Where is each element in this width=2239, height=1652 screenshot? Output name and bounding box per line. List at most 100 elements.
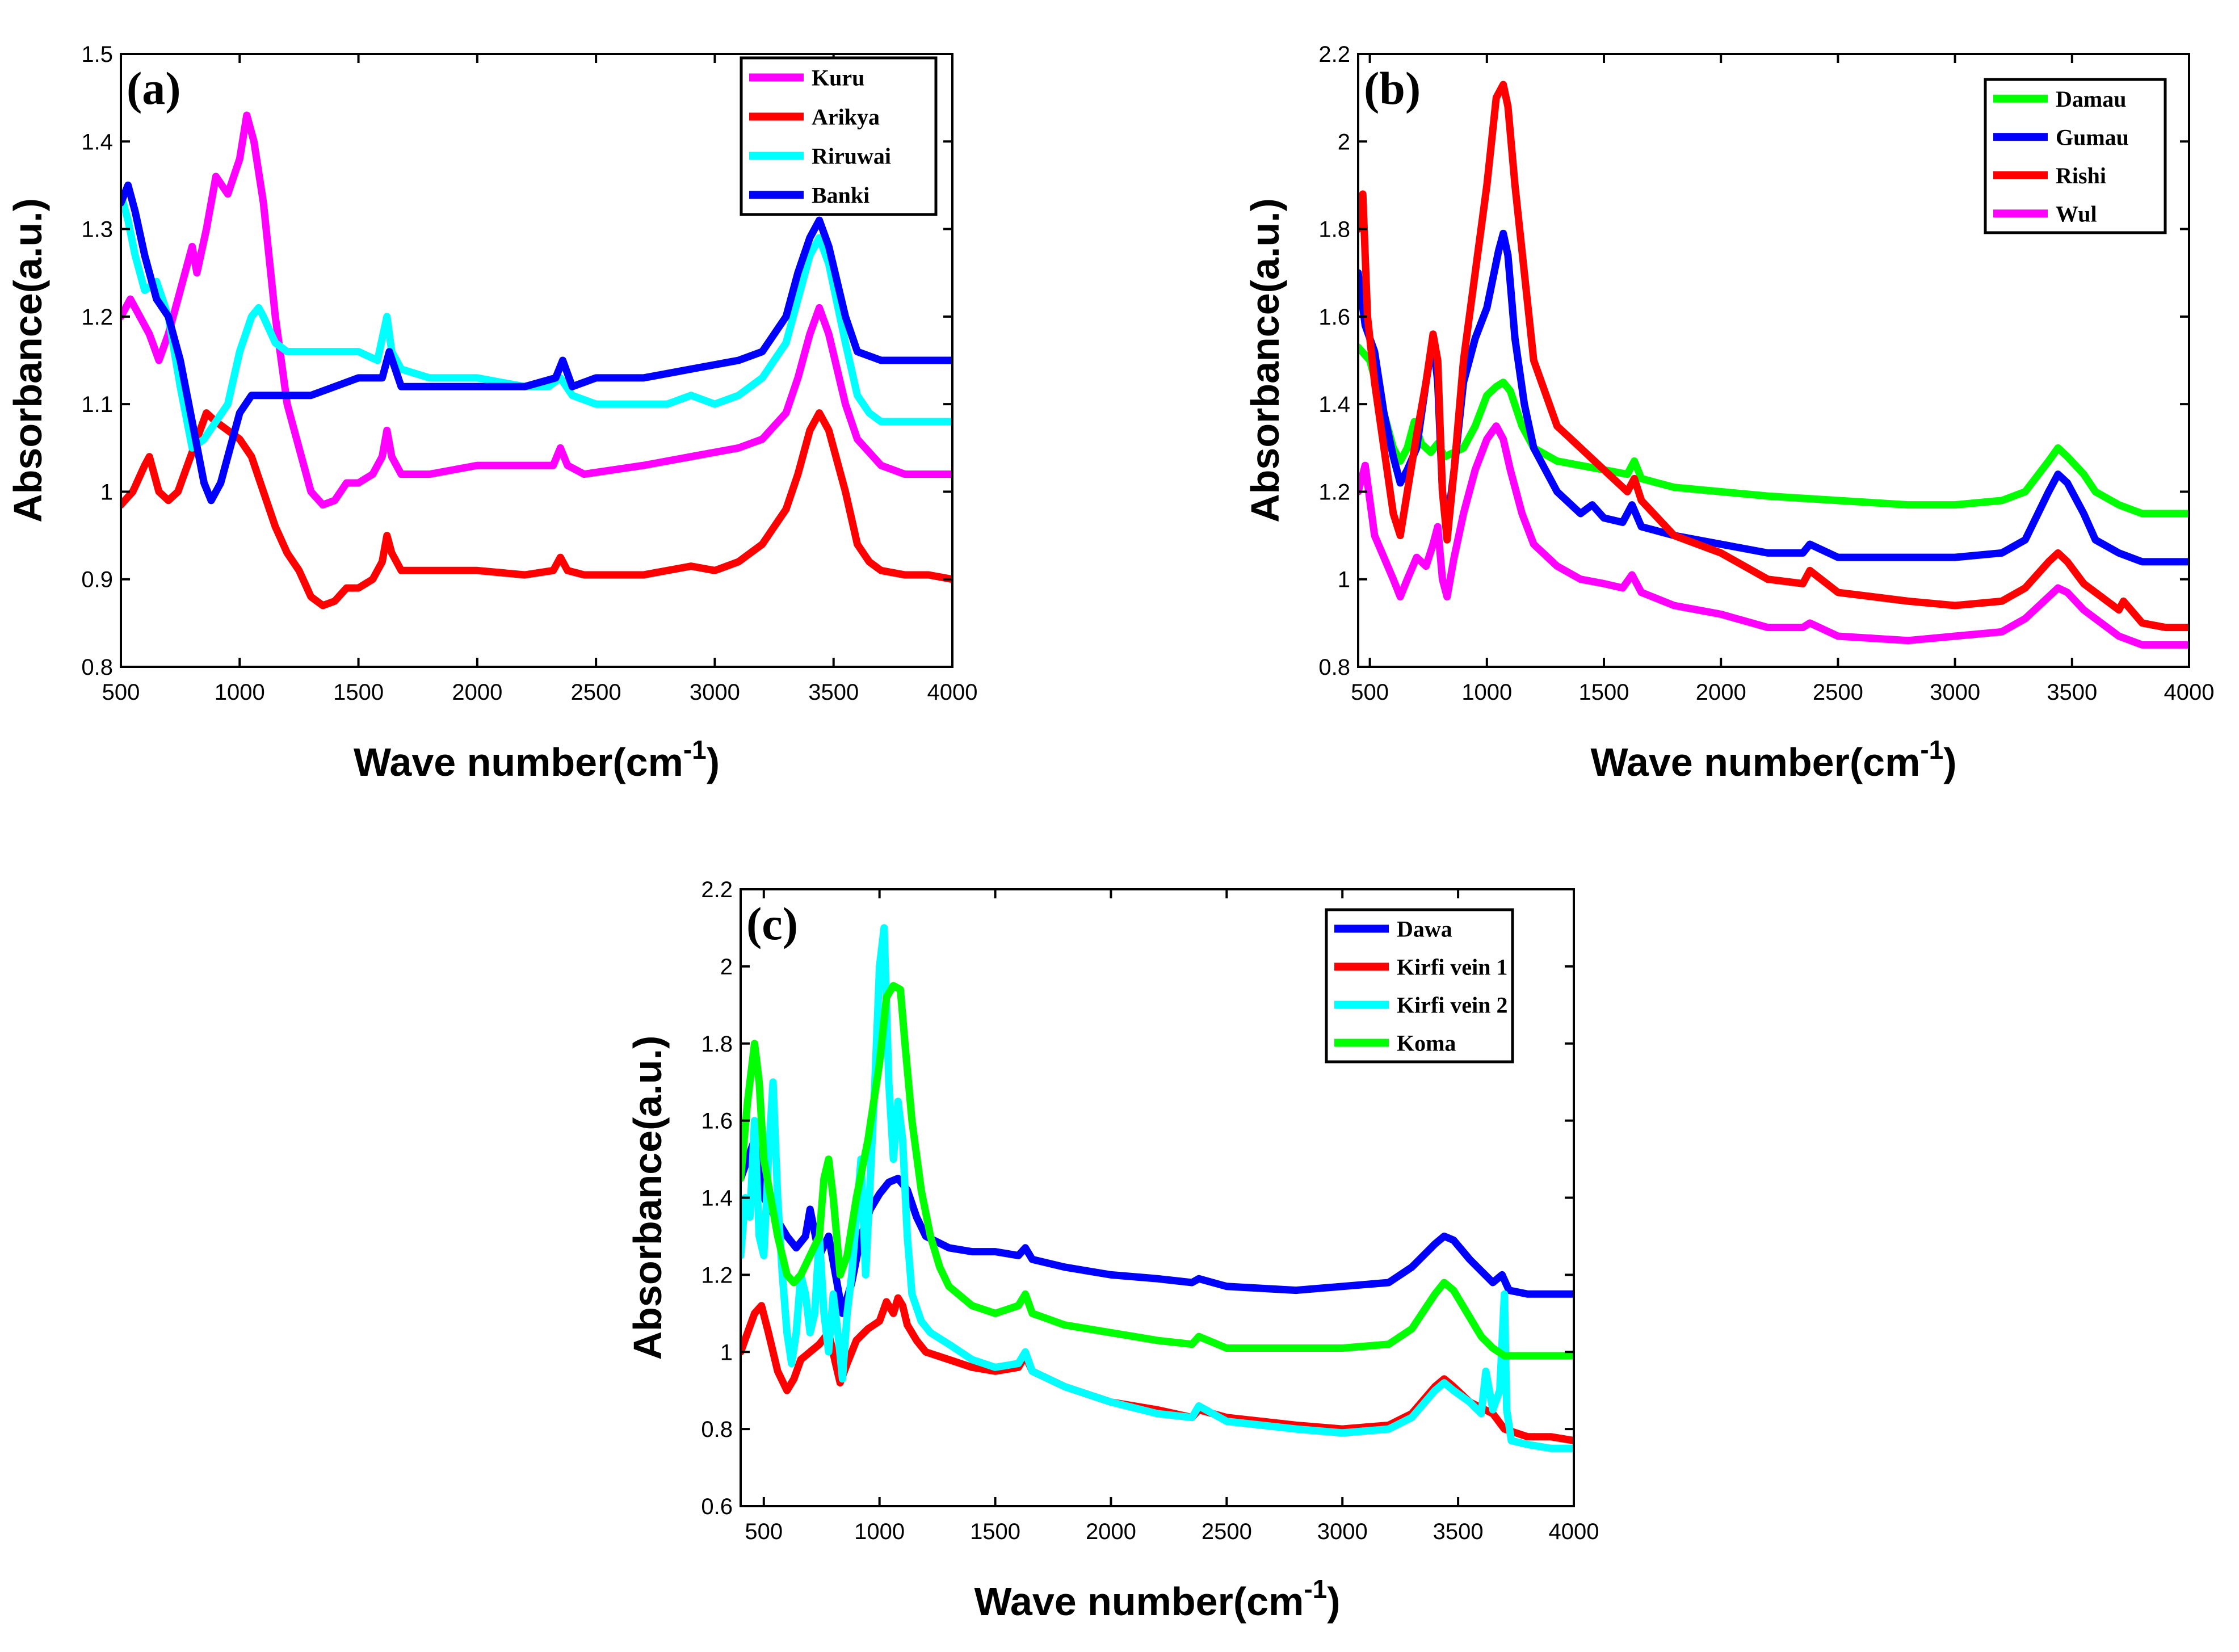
legend-label: Kirfi vein 2 <box>1397 993 1508 1018</box>
y-tick-label: 1.2 <box>1318 480 1350 505</box>
series-line-kirfi-vein-1 <box>741 1294 1574 1444</box>
x-tick-label: 2500 <box>1202 1519 1252 1544</box>
y-tick-label: 0.8 <box>81 655 113 680</box>
x-tick-label: 3000 <box>690 680 740 705</box>
x-tick-label: 4000 <box>927 680 978 705</box>
x-tick-label: 1000 <box>854 1519 905 1544</box>
legend-label: Dawa <box>1397 917 1452 942</box>
y-tick-label: 1.8 <box>1318 217 1350 242</box>
legend-label: Koma <box>1397 1031 1456 1056</box>
panel-b: 500 1000 1500 2000 2500 3000 3500 4000 0.8 1 1.2 1.… <box>1243 42 2214 784</box>
x-tick-label: 3000 <box>1317 1519 1368 1544</box>
y-tick-label: 2.2 <box>1318 42 1350 67</box>
axes-frame <box>120 53 953 668</box>
series-line-banki <box>121 181 952 505</box>
legend-label: Damau <box>2056 86 2126 112</box>
x-tick-label: 1500 <box>970 1519 1020 1544</box>
y-tick-label: 2 <box>720 955 733 980</box>
x-tick-label: 2000 <box>452 680 502 705</box>
series-line-arikya <box>121 409 952 609</box>
y-tick-label: 1.2 <box>701 1263 733 1288</box>
x-tick-label: 500 <box>745 1519 783 1544</box>
x-tick-label: 1500 <box>333 680 384 705</box>
x-axis-title: Wave number(cm-1) <box>1590 735 1956 784</box>
legend-label: Riruwai <box>812 144 891 169</box>
y-tick-label: 1.6 <box>701 1109 733 1134</box>
y-tick-label: 1 <box>720 1340 733 1365</box>
series-line-koma <box>741 982 1574 1360</box>
y-tick-label: 2.2 <box>701 877 733 902</box>
y-tick-label: 1.2 <box>81 305 113 330</box>
x-axis-title-main: Wave number(cm <box>1590 740 1920 784</box>
legend-box <box>1984 78 2167 234</box>
panel-label: (b) <box>1364 62 1421 114</box>
legend-label: Kuru <box>812 65 864 91</box>
y-axis-title: Absorbance(a.u.) <box>625 1036 670 1360</box>
legend-label: Banki <box>812 183 869 208</box>
legend-label: Rishi <box>2056 163 2106 188</box>
y-tick-label: 1 <box>1338 568 1350 592</box>
y-tick-label: 0.9 <box>81 568 113 592</box>
legend-box <box>740 56 938 216</box>
legend: Kuru Arikya Riruwai Banki <box>740 56 938 216</box>
series-line-damau <box>1358 343 2189 518</box>
y-tick-label: 2 <box>1338 129 1350 154</box>
legend-label: Wul <box>2056 201 2097 226</box>
series-line-kuru <box>121 111 952 509</box>
x-axis-title: Wave number(cm-1) <box>974 1574 1340 1624</box>
x-tick-label: 2500 <box>1813 680 1863 705</box>
legend: Dawa Kirfi vein 1 Kirfi vein 2 Koma <box>1325 908 1514 1063</box>
y-tick-label: 0.8 <box>701 1417 733 1442</box>
x-tick-label: 3000 <box>1930 680 1980 705</box>
x-tick-label: 1000 <box>1461 680 1512 705</box>
panel-label: (c) <box>746 898 798 949</box>
y-tick-label: 1.8 <box>701 1032 733 1057</box>
series-line-rishi <box>1358 81 2189 632</box>
x-axis-title-close: ) <box>1327 1579 1340 1624</box>
x-axis-title-superscript: -1 <box>1920 735 1943 764</box>
y-tick-label: 1.6 <box>1318 305 1350 330</box>
y-axis-title: Absorbance(a.u.) <box>6 198 50 523</box>
y-tick-label: 1 <box>100 480 113 505</box>
series-line-wul <box>1358 422 2189 649</box>
panel-a: 500 1000 1500 2000 2500 3000 3500 4000 0.8 0.9 1 1.… <box>6 42 977 784</box>
x-tick-label: 500 <box>1351 680 1389 705</box>
x-axis-title-main: Wave number(cm <box>354 740 683 784</box>
x-axis-title-main: Wave number(cm <box>974 1579 1304 1624</box>
y-tick-label: 0.8 <box>1318 655 1350 680</box>
x-tick-label: 2000 <box>1086 1519 1136 1544</box>
series-line-kirfi-vein-2 <box>741 924 1574 1452</box>
x-axis-title-superscript: -1 <box>683 735 707 764</box>
y-tick-label: 0.6 <box>701 1494 733 1519</box>
y-tick-label: 1.5 <box>81 42 113 67</box>
x-tick-label: 3500 <box>2047 680 2097 705</box>
panel-c: 500 1000 1500 2000 2500 3000 3500 4000 0.6 0.8 1 1.… <box>625 877 1599 1624</box>
x-tick-label: 500 <box>102 680 140 705</box>
panel-label: (a) <box>127 62 181 114</box>
y-tick-label: 1.4 <box>701 1186 733 1211</box>
x-axis-title-close: ) <box>1943 740 1956 784</box>
x-tick-label: 2500 <box>571 680 621 705</box>
y-tick-label: 1.4 <box>81 129 113 154</box>
series-line-dawa <box>741 1136 1574 1317</box>
y-tick-label: 1.4 <box>1318 392 1350 417</box>
legend-label: Gumau <box>2056 124 2129 150</box>
x-tick-label: 4000 <box>2164 680 2215 705</box>
x-tick-label: 1000 <box>215 680 265 705</box>
y-axis-title: Absorbance(a.u.) <box>1243 198 1287 523</box>
x-axis-title-close: ) <box>707 740 720 784</box>
legend-label: Arikya <box>812 104 880 130</box>
x-tick-label: 1500 <box>1579 680 1629 705</box>
legend-box <box>1325 908 1514 1063</box>
y-tick-label: 1.1 <box>81 392 113 417</box>
x-tick-label: 3500 <box>808 680 859 705</box>
y-tick-label: 1.3 <box>81 217 113 242</box>
legend: Damau Gumau Rishi Wul <box>1984 78 2167 234</box>
x-axis-title-superscript: -1 <box>1304 1574 1327 1604</box>
series-line-riruwai <box>121 190 952 452</box>
x-axis-title: Wave number(cm-1) <box>354 735 720 784</box>
legend-label: Kirfi vein 1 <box>1397 955 1508 980</box>
x-tick-label: 2000 <box>1696 680 1746 705</box>
axes-frame <box>1357 53 2190 668</box>
